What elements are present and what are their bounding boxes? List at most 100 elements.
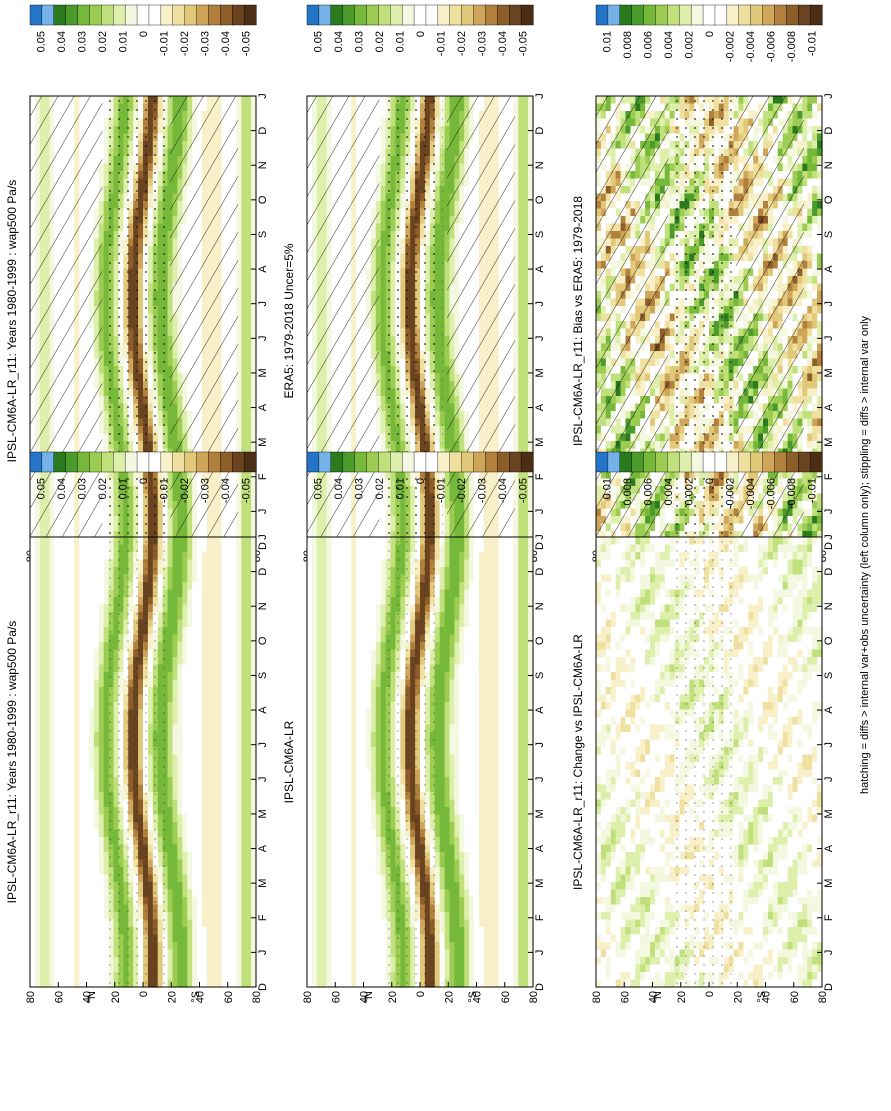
heatmap-cell (241, 133, 247, 142)
heatmap-cell (241, 298, 247, 307)
heatmap-cell (241, 306, 247, 315)
heatmap-cell (103, 171, 110, 180)
heatmap-cell (246, 186, 252, 195)
heatmap-cell (103, 336, 110, 345)
heatmap-cell (241, 186, 247, 195)
heatmap-cell (246, 366, 252, 375)
heatmap-cell (246, 313, 252, 322)
heatmap-cell (241, 313, 247, 322)
heatmap-cell (246, 208, 252, 217)
x-tick-label: A (257, 265, 269, 273)
colorbar-swatch (113, 4, 126, 26)
heatmap-cell (246, 163, 252, 172)
colorbar-label: 0.03 (76, 31, 88, 52)
heatmap-cell (103, 231, 110, 240)
heatmap-cell (246, 516, 252, 525)
heatmap-cell (246, 141, 252, 150)
heatmap-cell (103, 148, 110, 157)
heatmap-cell (103, 208, 110, 217)
heatmap-cell (103, 216, 110, 225)
heatmap-cell (241, 238, 247, 247)
heatmap-cell (246, 216, 252, 225)
heatmap-cell (103, 283, 110, 292)
x-tick-label: O (257, 195, 269, 204)
heatmap-cell (246, 336, 252, 345)
heatmap-cell (241, 321, 247, 330)
heatmap-cell (246, 261, 252, 270)
heatmap-cell (246, 508, 252, 517)
heatmap-cell (246, 253, 252, 262)
colorbar-label: 0.04 (56, 31, 68, 52)
heatmap-cell (241, 336, 247, 345)
heatmap-cell (103, 471, 110, 480)
heatmap-cell (241, 508, 247, 517)
heatmap-cell (103, 261, 110, 270)
heatmap-cell (241, 411, 247, 420)
heatmap-cell (241, 381, 247, 390)
heatmap-cell (246, 148, 252, 157)
heatmap-cell (246, 223, 252, 232)
heatmap-cell (246, 373, 252, 382)
heatmap-cell (241, 231, 247, 240)
colorbar-swatch (196, 4, 210, 26)
heatmap-cell (246, 343, 252, 352)
heatmap-cell (241, 156, 247, 165)
heatmap-cell (241, 396, 247, 405)
x-tick-label: D (257, 542, 269, 550)
colorbar-label: -0.04 (220, 31, 232, 56)
heatmap-cell (103, 486, 110, 495)
colorbar-swatch (65, 4, 79, 26)
heatmap-cell (103, 531, 110, 540)
heatmap-cell (241, 351, 247, 360)
x-tick-label: J (257, 336, 269, 342)
heatmap-cell (103, 193, 110, 202)
heatmap-cell (246, 246, 252, 255)
heatmap-cell (103, 478, 110, 487)
heatmap-cell (103, 388, 110, 397)
heatmap-cell (246, 178, 252, 187)
heatmap-cell (103, 103, 110, 112)
colorbar-swatch (53, 4, 67, 26)
heatmap-cell (246, 523, 252, 532)
heatmap-cell (103, 306, 110, 315)
heatmap-cell (246, 433, 252, 442)
heatmap-cell (241, 223, 247, 232)
stippling-region (106, 96, 166, 546)
heatmap-cell (246, 426, 252, 435)
heatmap-cell (246, 388, 252, 397)
heatmap-cell (246, 411, 252, 420)
heatmap-cell (241, 178, 247, 187)
heatmap-cell (103, 441, 110, 450)
colorbar-label: 0.05 (35, 31, 47, 52)
heatmap-cell (241, 253, 247, 262)
heatmap-cell (103, 366, 110, 375)
heatmap-cell (246, 133, 252, 142)
colorbar-swatch (184, 4, 198, 26)
heatmap-cell (246, 238, 252, 247)
colorbar-label: -0.02 (179, 31, 191, 56)
colorbar-swatch (172, 4, 186, 26)
heatmap-cell (103, 433, 110, 442)
x-tick-label: M (257, 368, 269, 377)
x-tick-label: F (257, 473, 269, 480)
heatmap-cell (241, 388, 247, 397)
heatmap-cell (103, 411, 110, 420)
heatmap-cell (241, 471, 247, 480)
heatmap-cell (246, 328, 252, 337)
heatmap-cell (103, 358, 110, 367)
heatmap-cell (241, 171, 247, 180)
heatmap-cell (241, 276, 247, 285)
heatmap-cell (246, 118, 252, 127)
heatmap-cell (103, 178, 110, 187)
heatmap-cell (103, 501, 110, 510)
heatmap-cell (241, 111, 247, 120)
heatmap-cell (246, 156, 252, 165)
x-tick-label: D (257, 127, 269, 135)
heatmap-cell (103, 516, 110, 525)
heatmap-cell (103, 141, 110, 150)
heatmap-cell (246, 103, 252, 112)
heatmap-cell (103, 111, 110, 120)
colorbar-swatch (160, 4, 174, 26)
heatmap-cell (103, 201, 110, 210)
heatmap-cell (246, 268, 252, 277)
